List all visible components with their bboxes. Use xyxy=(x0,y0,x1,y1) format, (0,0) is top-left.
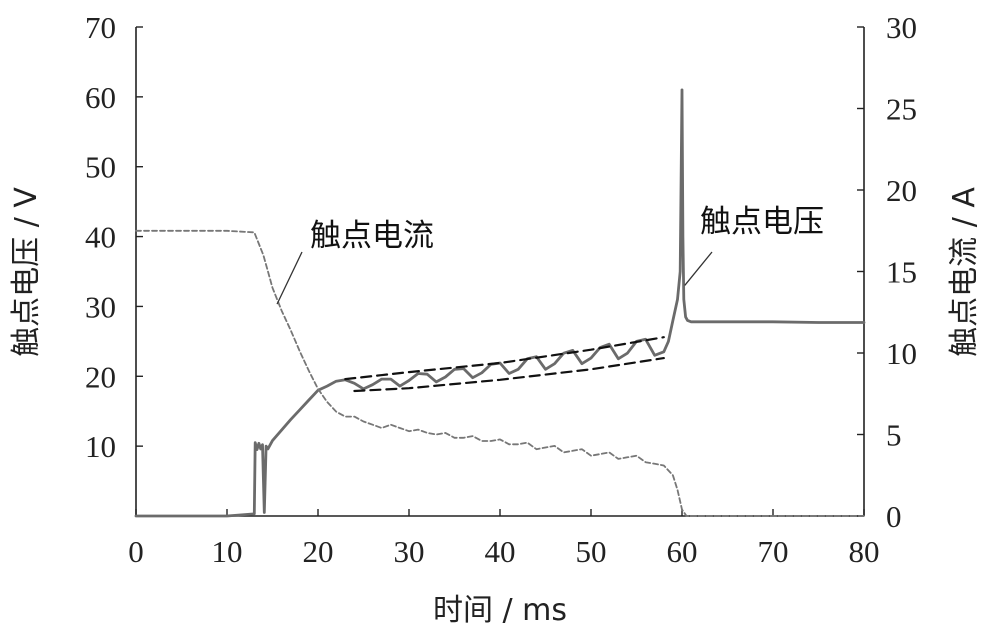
x-tick-label: 50 xyxy=(576,534,607,569)
left-y-tick-label: 70 xyxy=(85,10,116,45)
right-y-tick-label: 10 xyxy=(886,336,917,371)
left-y-ticks: 10 20 30 40 50 60 70 xyxy=(85,10,143,464)
x-tick-label: 10 xyxy=(212,534,243,569)
right-y-tick-label: 5 xyxy=(886,418,902,453)
x-tick-label: 20 xyxy=(303,534,334,569)
series-line-contact-voltage xyxy=(134,88,866,518)
left-y-tick-label: 30 xyxy=(85,289,116,324)
left-y-tick-label: 20 xyxy=(85,359,116,394)
axes xyxy=(135,27,865,517)
left-y-tick-label: 50 xyxy=(85,150,116,185)
left-y-tick-label: 40 xyxy=(85,220,116,255)
x-ticks: 0 10 20 30 40 50 60 70 80 xyxy=(128,509,880,569)
annotation-voltage-leader xyxy=(684,251,713,286)
envelope-lower-line xyxy=(353,357,665,393)
right-y-tick-label: 25 xyxy=(886,92,917,127)
right-y-tick-label: 30 xyxy=(886,10,917,45)
right-y-tick-label: 0 xyxy=(886,499,902,534)
left-y-tick-label: 10 xyxy=(85,429,116,464)
x-axis-title: 时间 / ms xyxy=(433,593,567,628)
x-tick-label: 60 xyxy=(667,534,698,569)
right-y-ticks: 0 5 10 15 20 25 30 xyxy=(857,10,917,534)
series-line-contact-current xyxy=(135,229,865,517)
x-tick-label: 40 xyxy=(485,534,516,569)
x-tick-label: 0 xyxy=(128,534,144,569)
x-tick-label: 30 xyxy=(394,534,425,569)
annotation-current-leader xyxy=(276,251,303,305)
right-y-axis-title: 触点电流 / A xyxy=(947,187,982,357)
right-y-tick-label: 20 xyxy=(886,173,917,208)
series-layer xyxy=(134,88,866,518)
left-y-axis-title: 触点电压 / V xyxy=(9,187,44,357)
annotation-voltage-label: 触点电压 xyxy=(700,204,824,240)
x-tick-label: 70 xyxy=(758,534,789,569)
right-y-tick-label: 15 xyxy=(886,255,917,290)
annotations-layer: 触点电流 触点电压 xyxy=(276,204,824,305)
x-tick-label: 80 xyxy=(849,534,880,569)
left-y-tick-label: 60 xyxy=(85,80,116,115)
envelope-upper-line xyxy=(344,336,665,381)
annotation-current-label: 触点电流 xyxy=(310,218,434,254)
